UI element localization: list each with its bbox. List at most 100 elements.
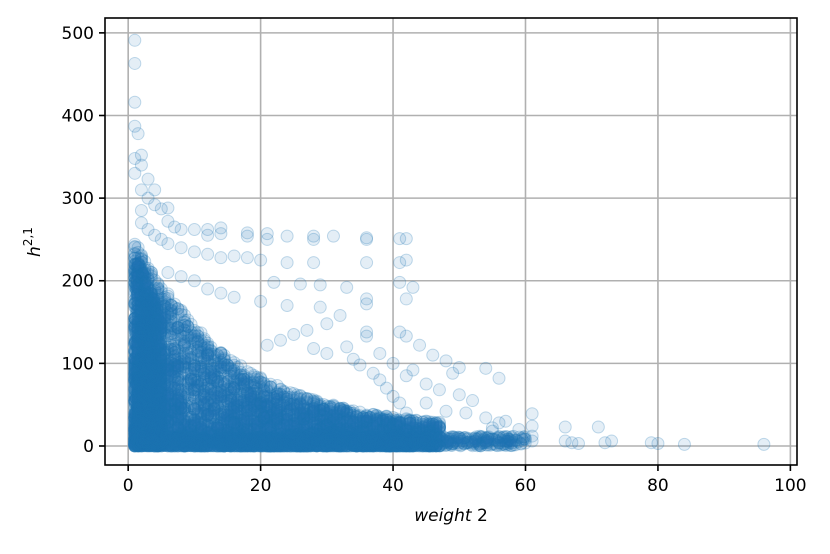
data-point (406, 414, 420, 428)
data-point (174, 423, 188, 437)
data-point (340, 280, 354, 294)
data-point (293, 277, 307, 291)
data-point (264, 402, 278, 416)
data-point (214, 286, 228, 300)
data-point (439, 404, 453, 418)
data-point (217, 376, 231, 390)
data-point (134, 332, 148, 346)
data-point (313, 300, 327, 314)
data-point (485, 421, 499, 435)
data-point (558, 434, 572, 448)
data-point (317, 414, 331, 428)
data-point (505, 434, 519, 448)
data-point (254, 253, 268, 267)
data-point (287, 399, 301, 413)
data-point (197, 370, 211, 384)
data-point (432, 439, 446, 453)
data-point (177, 414, 191, 428)
data-point (204, 344, 218, 358)
data-point (525, 434, 539, 448)
data-point (168, 325, 182, 339)
data-point (260, 390, 274, 404)
data-point (399, 232, 413, 246)
data-point (257, 411, 271, 425)
data-point (161, 214, 175, 228)
data-point (479, 411, 493, 425)
data-point (370, 419, 384, 433)
data-point (330, 437, 344, 451)
data-point (128, 439, 142, 453)
data-point (227, 249, 241, 263)
data-point (134, 148, 148, 162)
data-point (393, 325, 407, 339)
data-point (177, 434, 191, 448)
data-point (591, 420, 605, 434)
data-point (207, 433, 221, 447)
data-point (346, 352, 360, 366)
data-point (224, 409, 238, 423)
data-point (250, 439, 264, 453)
data-point (558, 420, 572, 434)
data-point (320, 417, 334, 431)
data-point (293, 439, 307, 453)
data-point (221, 426, 235, 440)
data-point (187, 433, 201, 447)
data-point (492, 436, 506, 450)
data-point (257, 399, 271, 413)
data-point (413, 338, 427, 352)
data-point (399, 369, 413, 383)
data-point (379, 381, 393, 395)
data-point (360, 231, 374, 245)
data-point (134, 204, 148, 218)
data-point (273, 437, 287, 451)
data-point (154, 354, 168, 368)
data-point (201, 338, 215, 352)
data-point (128, 414, 142, 428)
data-point (161, 414, 175, 428)
data-point (419, 396, 433, 410)
data-point (512, 422, 526, 436)
data-point (171, 352, 185, 366)
data-point (413, 431, 427, 445)
data-point (257, 377, 271, 391)
data-point (260, 338, 274, 352)
data-point (227, 409, 241, 423)
data-point (134, 216, 148, 230)
data-point (141, 223, 155, 237)
data-point (409, 437, 423, 451)
data-point (247, 414, 261, 428)
data-point (181, 415, 195, 429)
data-point (446, 366, 460, 380)
data-point (181, 438, 195, 452)
data-point (174, 241, 188, 255)
data-point (356, 438, 370, 452)
data-point (201, 341, 215, 355)
data-point (191, 439, 205, 453)
data-point (138, 437, 152, 451)
data-point (307, 229, 321, 243)
data-point (221, 428, 235, 442)
data-point (333, 308, 347, 322)
data-point (217, 418, 231, 432)
data-point (148, 183, 162, 197)
data-point (141, 172, 155, 186)
data-point (340, 340, 354, 354)
data-point (184, 333, 198, 347)
data-point (144, 385, 158, 399)
data-point (376, 427, 390, 441)
data-point (148, 228, 162, 242)
data-point (214, 439, 228, 453)
data-point (317, 432, 331, 446)
data-point (343, 438, 357, 452)
data-point (439, 354, 453, 368)
scatter-points (128, 33, 771, 453)
data-point (356, 439, 370, 453)
data-point (419, 431, 433, 445)
data-point (171, 343, 185, 357)
data-point (426, 426, 440, 440)
data-point (399, 253, 413, 267)
data-point (134, 412, 148, 426)
data-point (138, 406, 152, 420)
data-point (207, 402, 221, 416)
data-point (320, 438, 334, 452)
